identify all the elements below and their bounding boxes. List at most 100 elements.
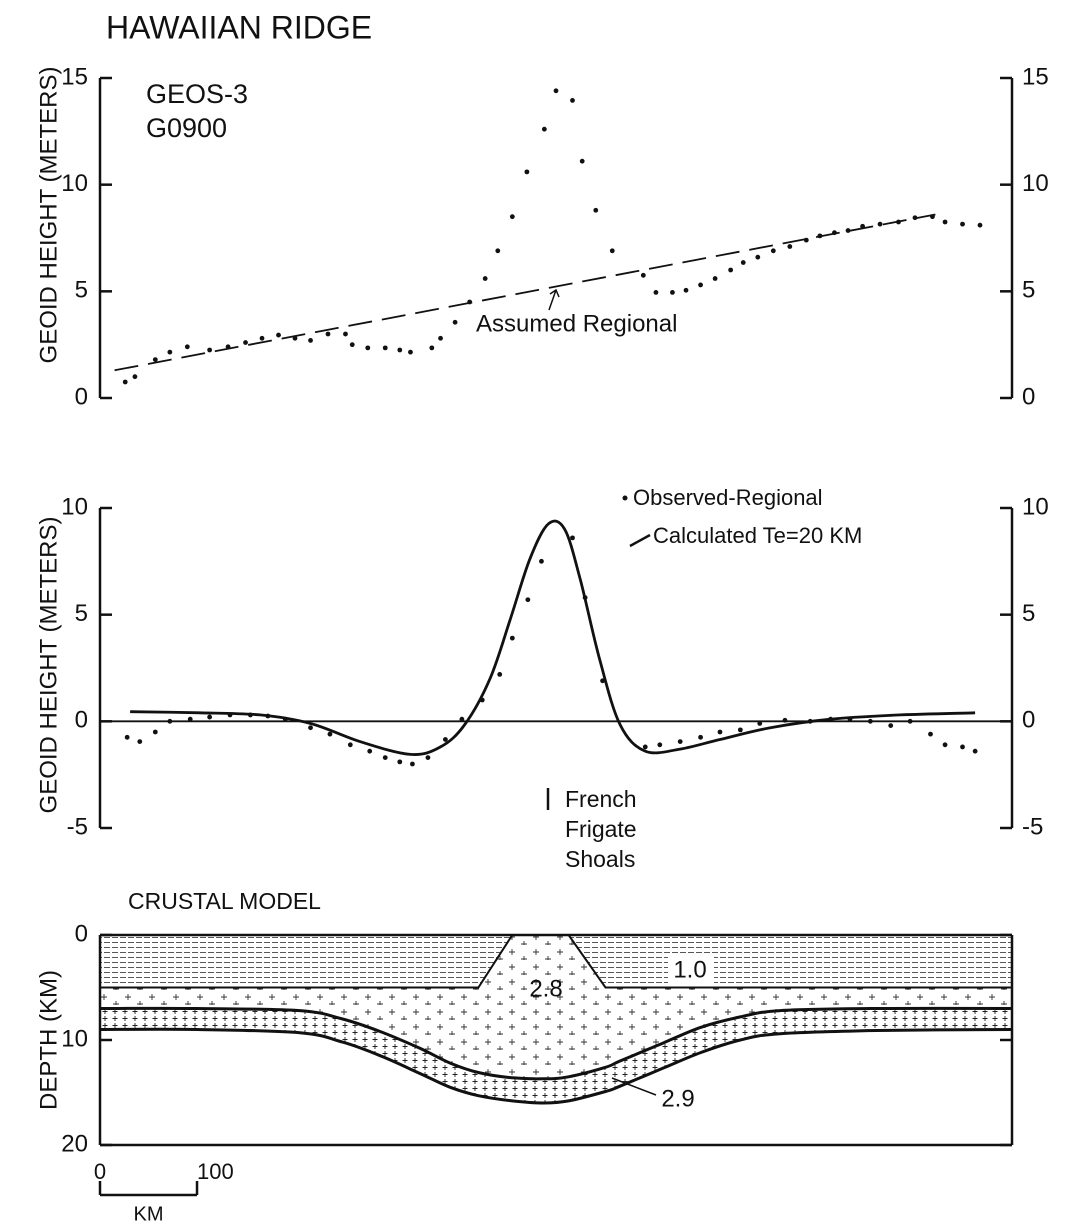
y-tick-label: 5 bbox=[75, 600, 88, 627]
leader-line bbox=[611, 1077, 657, 1096]
layer-boundary bbox=[100, 934, 1012, 989]
data-point bbox=[553, 88, 559, 94]
data-point bbox=[942, 219, 948, 225]
layer-label: 2.8 bbox=[529, 975, 562, 1002]
satellite-label: GEOS-3 bbox=[146, 79, 248, 109]
y-tick-label: -5 bbox=[67, 813, 88, 840]
data-point bbox=[677, 739, 683, 744]
data-point bbox=[541, 126, 547, 132]
data-point bbox=[308, 338, 313, 343]
data-point bbox=[397, 347, 403, 353]
data-point bbox=[243, 340, 248, 345]
y-tick-label: 0 bbox=[75, 383, 88, 410]
data-point bbox=[187, 716, 193, 722]
data-point bbox=[442, 737, 448, 742]
y-axis-label: DEPTH (KM) bbox=[35, 970, 62, 1110]
data-point bbox=[609, 248, 615, 254]
layer-fill bbox=[100, 935, 1012, 1079]
layer-label: 1.0 bbox=[673, 956, 706, 983]
data-point bbox=[343, 331, 348, 337]
data-point bbox=[888, 723, 894, 728]
y-tick-label: 10 bbox=[61, 1025, 88, 1052]
data-point bbox=[539, 558, 544, 564]
data-point bbox=[642, 744, 648, 750]
y-axis-label: GEOID HEIGHT (METERS) bbox=[35, 517, 62, 814]
data-point bbox=[755, 254, 761, 260]
y-tick-label: 10 bbox=[61, 170, 88, 197]
data-point bbox=[438, 335, 443, 341]
layer-boundary bbox=[99, 1027, 1013, 1105]
annotation-arrow bbox=[548, 288, 560, 311]
data-point bbox=[167, 349, 173, 355]
data-point bbox=[782, 717, 788, 723]
data-point bbox=[698, 282, 703, 288]
data-point bbox=[425, 755, 431, 760]
y-tick-label: 5 bbox=[75, 277, 88, 304]
y-tick-label-right: 5 bbox=[1022, 600, 1035, 627]
y-axis-label: GEOID HEIGHT (METERS) bbox=[35, 67, 62, 364]
data-point bbox=[972, 748, 978, 754]
data-point bbox=[942, 742, 948, 748]
data-point bbox=[698, 734, 703, 740]
data-point bbox=[452, 319, 458, 325]
legend-label: Observed-Regional bbox=[633, 485, 823, 510]
data-point bbox=[977, 222, 983, 228]
data-point bbox=[570, 98, 575, 103]
annotation-line: Frigate bbox=[565, 816, 637, 842]
legend-label: Calculated Te=20 KM bbox=[653, 523, 862, 548]
data-point bbox=[960, 744, 965, 750]
data-point bbox=[137, 739, 143, 744]
y-tick-label-right: 10 bbox=[1022, 170, 1049, 197]
data-point bbox=[365, 345, 371, 351]
data-point bbox=[347, 742, 353, 748]
y-tick-label-right: 0 bbox=[1022, 707, 1035, 734]
data-point bbox=[845, 228, 851, 233]
data-point bbox=[593, 207, 599, 213]
label-backing bbox=[668, 957, 714, 983]
data-point bbox=[367, 748, 373, 754]
layer-boundary bbox=[99, 1006, 1013, 1081]
data-point bbox=[683, 287, 689, 293]
data-point bbox=[167, 718, 173, 724]
data-point bbox=[509, 214, 515, 220]
y-tick-label-right: -5 bbox=[1022, 813, 1043, 840]
data-point bbox=[737, 727, 743, 733]
data-point bbox=[276, 332, 281, 338]
y-tick-label: 0 bbox=[75, 707, 88, 734]
data-point bbox=[728, 267, 734, 273]
data-point bbox=[259, 335, 265, 341]
data-point bbox=[207, 714, 213, 720]
data-point bbox=[907, 718, 913, 724]
y-tick-label: 10 bbox=[61, 493, 88, 520]
data-point bbox=[152, 357, 158, 362]
data-point bbox=[429, 345, 435, 351]
data-point bbox=[459, 716, 465, 722]
annotation-line: Shoals bbox=[565, 846, 635, 872]
data-point bbox=[410, 761, 415, 767]
y-tick-label-right: 10 bbox=[1022, 493, 1049, 520]
data-point bbox=[325, 331, 331, 337]
data-point bbox=[327, 731, 333, 737]
data-point bbox=[579, 158, 585, 164]
data-point bbox=[960, 221, 965, 227]
data-point bbox=[525, 597, 531, 603]
data-point bbox=[670, 290, 675, 295]
data-point bbox=[570, 535, 575, 541]
data-point bbox=[877, 221, 883, 227]
data-point bbox=[740, 260, 746, 265]
layer-fill bbox=[100, 935, 1012, 988]
data-point bbox=[509, 635, 515, 641]
y-tick-label-right: 15 bbox=[1022, 63, 1049, 90]
data-line bbox=[130, 519, 976, 756]
scale-label: 0 bbox=[94, 1159, 106, 1184]
chart-title: HAWAIIAN RIDGE bbox=[106, 9, 372, 45]
scale-unit: KM bbox=[134, 1203, 164, 1225]
y-tick-label-right: 5 bbox=[1022, 277, 1035, 304]
y-tick-label: 20 bbox=[61, 1130, 88, 1157]
data-point bbox=[787, 244, 793, 249]
y-tick-label: 15 bbox=[61, 63, 88, 90]
data-point bbox=[640, 272, 646, 278]
data-point bbox=[928, 731, 933, 737]
